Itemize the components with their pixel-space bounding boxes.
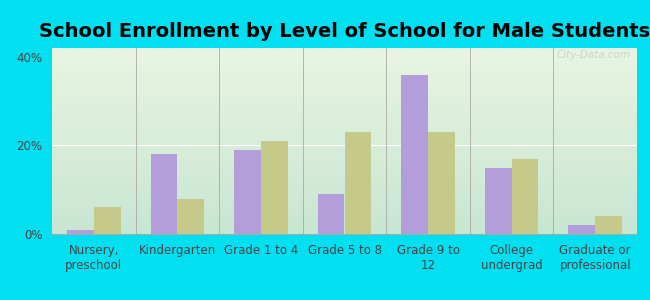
Bar [94,207,120,234]
Title: School Enrollment by Level of School for Male Students: School Enrollment by Level of School for… [39,22,650,41]
Bar [401,75,428,234]
Bar [177,199,204,234]
Bar [512,159,538,234]
Bar [595,216,622,234]
Bar [67,230,94,234]
Bar [234,150,261,234]
Bar [261,141,288,234]
Bar [428,132,455,234]
Bar [569,225,595,234]
Bar [344,132,371,234]
Bar [151,154,177,234]
Text: City-Data.com: City-Data.com [557,50,631,60]
Bar [318,194,344,234]
Bar [485,168,512,234]
